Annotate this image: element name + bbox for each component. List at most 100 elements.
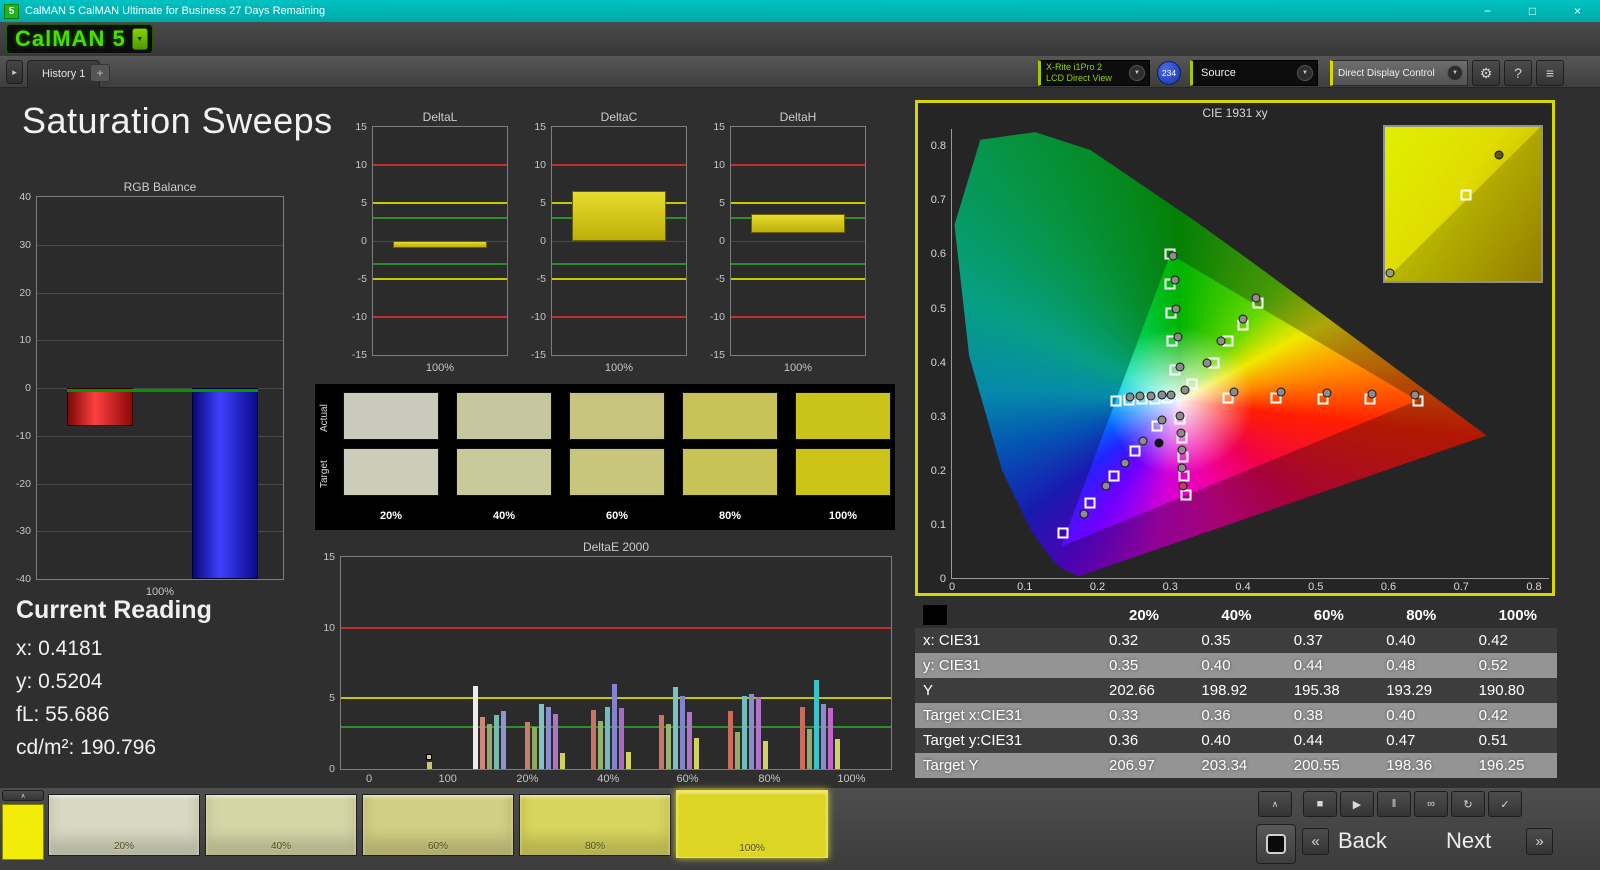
table-row: Y 202.66 198.92 195.38 193.29 190.80: [915, 678, 1557, 703]
swatch-label: 60%: [427, 841, 448, 852]
y-axis-tick-label: -15: [351, 349, 367, 361]
gridline: [731, 241, 865, 242]
x-axis-tick-label: 100%: [837, 773, 866, 785]
x-axis-tick-label: 100: [438, 773, 457, 785]
display-control-dropdown[interactable]: Direct Display Control ▼: [1330, 60, 1468, 86]
inset-target-point: [1460, 189, 1472, 201]
y-axis-tick-label: 0: [25, 382, 31, 394]
chevron-up-icon[interactable]: ∧: [1258, 791, 1292, 817]
actual-swatch: [456, 392, 552, 440]
deltae-bar: [611, 684, 617, 769]
table-value-cell: 0.40: [1201, 657, 1231, 674]
cie-measured-point: [1276, 387, 1286, 397]
chevron-down-icon[interactable]: ▼: [1447, 65, 1463, 81]
play-button[interactable]: ▶: [1340, 791, 1374, 817]
minimize-button[interactable]: −: [1483, 4, 1491, 18]
back-arrow-button[interactable]: «: [1302, 828, 1329, 855]
deltae-bar: [480, 716, 485, 769]
chevron-down-icon[interactable]: ▼: [1297, 65, 1313, 81]
table-value-cell: 0.44: [1293, 732, 1323, 749]
chevron-down-icon[interactable]: ▼: [1129, 65, 1145, 81]
help-icon: ?: [1514, 65, 1522, 81]
deltae-bar: [763, 740, 768, 769]
table-value-cell: 0.42: [1478, 707, 1508, 724]
menu-icon: ≡: [1545, 65, 1555, 81]
y-axis-tick-label: 0: [719, 235, 725, 247]
y-axis-tick-label: -10: [351, 311, 367, 323]
swatch-grid: 20% 40% 60% 80% 100%: [343, 392, 891, 522]
deltal-chart: 15 10 5 0 -5 -10 -15: [352, 121, 508, 361]
reference-line: [373, 262, 507, 265]
deltae-bar: [735, 732, 740, 769]
saturation-swatch-button-60%[interactable]: 60%: [362, 794, 514, 856]
y-axis-tick-label: -10: [15, 429, 31, 442]
table-value-cell: 203.34: [1201, 757, 1248, 774]
title-bar: 5 CalMAN 5 CalMAN Ultimate for Business …: [0, 0, 1600, 22]
saturation-swatch-button-80%[interactable]: 80%: [519, 794, 671, 856]
next-button[interactable]: Next: [1446, 828, 1492, 853]
x-axis-tick-label: 0.5: [1308, 581, 1324, 593]
more-options-button[interactable]: ≡: [1536, 60, 1564, 86]
pause-button[interactable]: ‖: [1377, 791, 1411, 817]
x-axis-tick-label: 20%: [516, 773, 539, 785]
table-value-cell: 0.36: [1109, 732, 1139, 749]
maximize-button[interactable]: □: [1528, 4, 1537, 18]
blue-bar: [191, 388, 259, 579]
row-label-cell: Y: [923, 682, 934, 699]
cie-measured-point: [1138, 436, 1148, 446]
measurement-table: 20% 40% 60% 80% 100% x: CIE31 0.32 0.35 0.37 0.40…: [915, 602, 1557, 778]
saturation-level-label: 40%: [492, 510, 516, 522]
x-axis-tick-label: 0.4: [1235, 581, 1251, 593]
table-corner-cell: [915, 605, 1095, 625]
new-tab-button[interactable]: +: [90, 64, 110, 82]
saturation-swatch-button-20%[interactable]: 20%: [48, 794, 200, 856]
back-button[interactable]: Back: [1338, 828, 1387, 853]
cie-target-point: [1222, 392, 1234, 404]
inset-corner-point: [1385, 268, 1395, 278]
toolbar: ▸ History 1 + X-Rite i1Pro 2 LCD Direct …: [0, 56, 1600, 88]
deltae-bar: [625, 752, 631, 769]
reference-line: [341, 626, 891, 629]
actual-swatch: [569, 392, 665, 440]
reference-line: [373, 316, 507, 318]
meter-dropdown[interactable]: X-Rite i1Pro 2 LCD Direct View ▼: [1038, 60, 1150, 86]
y-axis-tick-label: 0: [540, 235, 546, 247]
settings-button[interactable]: ⚙: [1472, 60, 1500, 86]
close-button[interactable]: ×: [1573, 4, 1581, 18]
cie-measured-point: [1177, 445, 1187, 455]
current-reading-fl: fL: 55.686: [16, 703, 110, 726]
y-axis-tick-label: 0: [361, 235, 367, 247]
cie-measured-point: [1168, 251, 1178, 261]
saturation-swatch-button-40%[interactable]: 40%: [205, 794, 357, 856]
chevron-up-icon[interactable]: ∧: [2, 790, 44, 801]
deltae-bar: [834, 739, 840, 769]
refresh-button[interactable]: ↻: [1451, 791, 1485, 817]
source-dropdown[interactable]: Source ▼: [1190, 60, 1318, 86]
table-value-cell: 0.40: [1201, 732, 1231, 749]
bottom-bar: ∧ 20% 40% 60% 80% 100% ∧ ■ ▶ ‖ ∞ ↻ ✓ « Back Next …: [0, 788, 1600, 870]
actual-swatch: [795, 392, 891, 440]
deltah-chart: 15 10 5 0 -5 -10 -15: [710, 121, 866, 361]
reference-line: [731, 164, 865, 166]
y-axis-tick-label: 15: [355, 121, 367, 133]
cie-target-point: [1180, 489, 1192, 501]
y-axis-tick-label: 15: [534, 121, 546, 133]
help-button[interactable]: ?: [1504, 60, 1532, 86]
cie-measured-point: [1229, 387, 1239, 397]
y-axis-tick-label: 10: [323, 621, 335, 634]
y-axis-tick-label: -10: [530, 311, 546, 323]
target-swatch: [569, 448, 665, 496]
panel-toggle-button[interactable]: ▸: [6, 60, 23, 84]
table-row: y: CIE31 0.35 0.40 0.44 0.48 0.52: [915, 653, 1557, 678]
logo-dropdown-button[interactable]: ▼: [131, 28, 148, 50]
next-arrow-button[interactable]: »: [1526, 828, 1553, 855]
tab-history-1[interactable]: History 1: [27, 60, 101, 88]
actual-swatch: [343, 392, 439, 440]
continuous-button[interactable]: ∞: [1414, 791, 1448, 817]
stop-button[interactable]: ■: [1303, 791, 1337, 817]
cie-measured-point: [1322, 388, 1332, 398]
cie-target-point: [1186, 378, 1198, 390]
pattern-window-button[interactable]: [1256, 824, 1296, 864]
saturation-swatch-button-100%[interactable]: 100%: [676, 790, 828, 858]
accept-button[interactable]: ✓: [1488, 791, 1522, 817]
